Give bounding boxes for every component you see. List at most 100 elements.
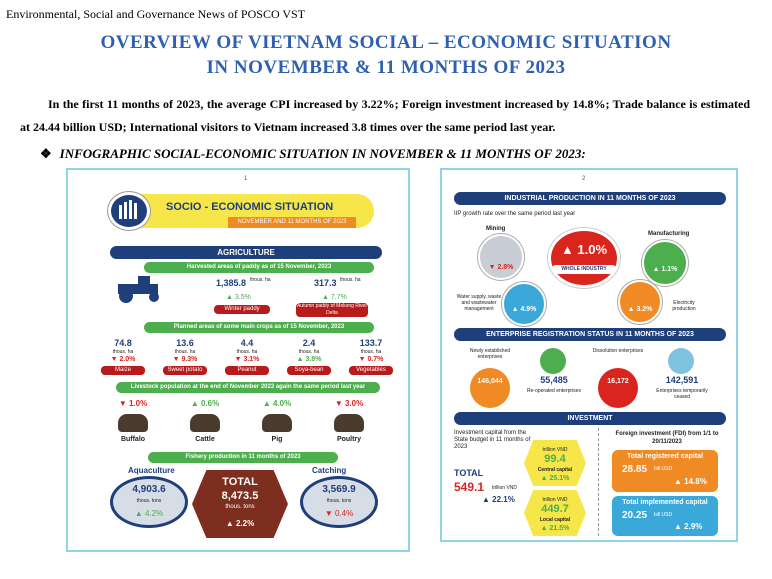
iip-note: IIP growth rate over the same period las… xyxy=(454,211,576,217)
mining-label: Mining xyxy=(486,226,506,232)
whole-industry-circle xyxy=(548,228,620,288)
enterprise-value: 146,044 xyxy=(477,378,503,385)
state-total-label: TOTAL xyxy=(454,468,484,478)
paddy-title: Harvested areas of paddy as of 15 Novemb… xyxy=(144,262,374,273)
diamond-bullet-icon: ❖ xyxy=(40,146,52,161)
livestock-label: Cattle xyxy=(195,436,215,443)
autumn-paddy-change-value: 7.7% xyxy=(330,294,347,301)
crop-value: 4.4 xyxy=(240,338,254,348)
state-total-change: ▲ 22.1% xyxy=(482,495,515,504)
fdi-note: Foreign investment (FDI) from 1/1 to 20/… xyxy=(615,431,719,445)
crop-value: 74.8 xyxy=(114,338,132,348)
enterprise-label: Re-operated enterprises xyxy=(527,388,581,394)
catching-value: 3,569.9 xyxy=(322,484,356,495)
crop-change-value: 3.1% xyxy=(243,356,260,363)
total-fishery-value: 8,473.5 xyxy=(221,490,259,502)
crop-change-value: 3.8% xyxy=(305,356,322,363)
page-title-line1: OVERVIEW OF VIETNAM SOCIAL – ECONOMIC SI… xyxy=(100,32,672,53)
livestock-change-value: 3.0% xyxy=(344,399,364,408)
mining-circle xyxy=(478,234,524,280)
winter-paddy-label: Winter paddy xyxy=(214,305,270,314)
crop-change-value: 2.0% xyxy=(119,356,136,363)
tractor-icon xyxy=(108,274,178,304)
crops-title: Planned areas of some main crops as of 1… xyxy=(144,322,374,333)
page-title-line2: IN NOVEMBER & 11 MONTHS OF 2023 xyxy=(206,57,566,78)
crop-unit: thous. ha xyxy=(112,349,134,355)
implemented-unit: bill USD xyxy=(654,512,673,518)
catching-label: Catching xyxy=(312,466,347,475)
crop-label: Vegetables xyxy=(349,366,393,375)
manufacturing-circle xyxy=(642,240,688,286)
winter-paddy-change: ▲ 3.5% xyxy=(226,294,251,301)
crop-change: ▼ 2.0% xyxy=(110,356,136,363)
crop-value: 2.4 xyxy=(302,338,316,348)
central-value: 99.4 xyxy=(544,453,566,465)
enterprise-circle xyxy=(470,368,510,408)
catching-change-value: 0.4% xyxy=(334,509,354,518)
socio-subtitle: NOVEMBER AND 11 MONTHS OF 2023 xyxy=(228,217,356,228)
total-fishery-label: TOTAL xyxy=(222,476,258,488)
header-source: Environmental, Social and Governance New… xyxy=(6,7,306,21)
autumn-paddy-change: ▲ 7.7% xyxy=(322,294,347,301)
local-change: ▲ 21.5% xyxy=(540,525,570,532)
crop-unit: thous. ha xyxy=(174,349,196,355)
page-number: 1 xyxy=(244,176,248,182)
socio-title: SOCIO - ECONOMIC SITUATION xyxy=(166,201,334,213)
crop-unit: thous. ha xyxy=(360,349,382,355)
registered-capital-box xyxy=(612,450,718,492)
livestock-label: Buffalo xyxy=(120,436,146,443)
enterprise-circle xyxy=(540,348,566,374)
crop-change: ▼ 0.7% xyxy=(358,356,384,363)
crop-value: 133.7 xyxy=(359,338,383,348)
registered-change: ▲ 14.8% xyxy=(674,477,707,486)
industrial-header: INDUSTRIAL PRODUCTION IN 11 MONTHS OF 20… xyxy=(454,192,726,205)
enterprise-header: ENTERPRISE REGISTRATION STATUS IN 11 MON… xyxy=(454,328,726,341)
mining-change: ▼ 2.8% xyxy=(488,264,514,271)
livestock-label: Poultry xyxy=(336,436,362,443)
aquaculture-change: ▲ 4.2% xyxy=(134,509,164,518)
crop-unit: thous. ha xyxy=(298,349,320,355)
crop-change: ▼ 9.3% xyxy=(172,356,198,363)
mining-change-value: 2.8% xyxy=(497,264,514,271)
winter-paddy-unit: thous. ha xyxy=(250,277,271,283)
enterprise-circle xyxy=(598,368,638,408)
crop-label: Maize xyxy=(101,366,145,375)
electricity-label: Electricity production xyxy=(672,300,696,312)
local-change-value: 21.5% xyxy=(549,525,570,532)
enterprise-value: 16,172 xyxy=(607,378,629,385)
cattle-icon xyxy=(190,414,220,432)
crop-unit: thous. ha xyxy=(236,349,258,355)
autumn-paddy-unit: thous. ha xyxy=(340,277,361,283)
winter-paddy-value: 1,385.8 xyxy=(216,278,247,288)
livestock-change: ▲ 0.6% xyxy=(190,399,220,408)
aquaculture-unit: thous. tons xyxy=(136,498,162,504)
implemented-change: ▲ 2.9% xyxy=(674,522,703,531)
electricity-change-value: 3.2% xyxy=(636,306,653,313)
investment-header: INVESTMENT xyxy=(454,412,726,425)
infographic-page-1: 1 SOCIO - ECONOMIC SITUATION NOVEMBER AN… xyxy=(66,168,410,552)
local-label: Local capital xyxy=(539,517,571,523)
enterprise-label: Enterprises temporarily ceased xyxy=(656,388,708,400)
statistics-logo-icon xyxy=(108,192,150,230)
livestock-change: ▼ 3.0% xyxy=(334,399,364,408)
crop-change-value: 9.3% xyxy=(181,356,198,363)
livestock-change-value: 1.0% xyxy=(128,399,148,408)
central-change-value: 25.1% xyxy=(549,475,570,482)
whole-industry-value: ▲ 1.0% xyxy=(560,242,608,257)
aquaculture-label: Aquaculture xyxy=(128,466,175,475)
intro-paragraph: In the first 11 months of 2023, the aver… xyxy=(20,97,750,134)
crop-value: 13.6 xyxy=(176,338,194,348)
autumn-paddy-label: Autumn paddy of Mekong River Delta xyxy=(296,303,368,317)
state-total-unit: trillion VND xyxy=(492,485,518,491)
agriculture-header: AGRICULTURE xyxy=(110,246,382,259)
water-change-value: 4.9% xyxy=(520,306,537,313)
livestock-title: Livestock population at the end of Novem… xyxy=(116,382,380,393)
manufacturing-change-value: 1.1% xyxy=(661,266,678,273)
livestock-change-value: 4.0% xyxy=(272,399,292,408)
fishery-title: Fishery production in 11 months of 2023 xyxy=(148,452,338,463)
water-circle xyxy=(502,282,546,326)
total-fishery-hexagon xyxy=(192,470,288,538)
catching-unit: thous. tons xyxy=(326,498,352,504)
enterprise-label: Newly established enterprises xyxy=(469,348,511,360)
water-change: ▲ 4.9% xyxy=(511,306,537,313)
